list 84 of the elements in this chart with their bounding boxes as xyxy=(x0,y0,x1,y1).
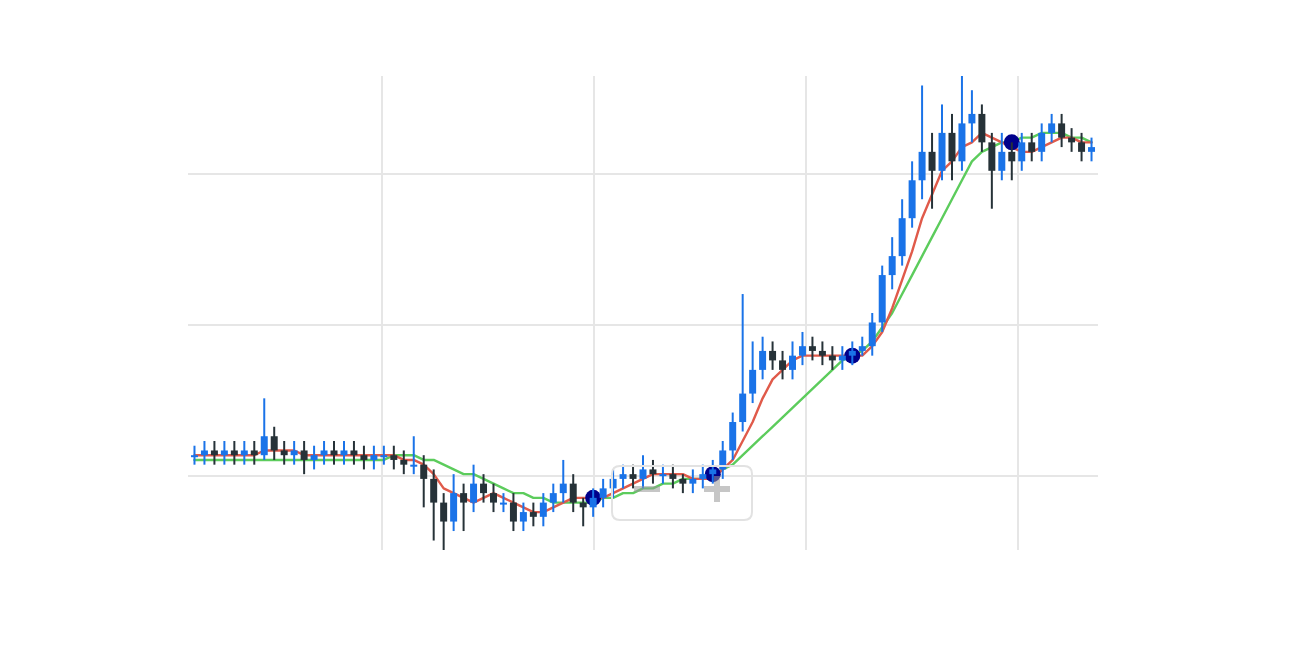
candlestick xyxy=(280,439,288,466)
candlestick xyxy=(699,463,707,490)
candlestick xyxy=(908,160,916,229)
candlestick xyxy=(759,335,767,381)
candlestick xyxy=(1088,136,1096,163)
candlestick xyxy=(460,482,468,533)
candlestick xyxy=(619,463,627,490)
candlestick xyxy=(210,439,218,466)
candlestick xyxy=(1078,131,1086,163)
candlestick xyxy=(509,492,517,533)
candlestick xyxy=(1058,112,1066,149)
candlestick xyxy=(480,473,488,504)
candlestick xyxy=(250,439,258,466)
candlestick xyxy=(769,340,777,371)
candlestick xyxy=(290,439,298,466)
candlestick xyxy=(888,236,896,291)
candlestick xyxy=(440,492,448,551)
candlestick xyxy=(350,439,358,466)
candlestick xyxy=(709,458,717,485)
candlestick xyxy=(808,335,816,362)
candlestick xyxy=(549,482,557,514)
candlestick xyxy=(360,444,368,471)
candlestick xyxy=(430,468,438,542)
candlestick xyxy=(798,330,806,367)
candlestick xyxy=(260,397,268,461)
candlestick xyxy=(1008,141,1016,182)
candlestick xyxy=(1048,112,1056,144)
candlestick xyxy=(868,312,876,357)
candlestick xyxy=(200,439,208,466)
candlestick xyxy=(629,463,637,490)
candlestick xyxy=(689,468,697,495)
candlestick xyxy=(470,463,478,514)
candlestick xyxy=(898,198,906,267)
candlestick xyxy=(569,473,577,514)
candlestick xyxy=(190,444,198,466)
candlestick xyxy=(539,492,547,528)
candlestick xyxy=(490,482,497,514)
candlestick xyxy=(958,75,966,172)
candlestick xyxy=(848,340,856,367)
candlestick xyxy=(450,473,458,533)
candlestick xyxy=(659,463,667,485)
candlestick xyxy=(519,501,527,533)
candlestick xyxy=(340,439,348,466)
candlestick xyxy=(918,84,926,201)
candlestick xyxy=(858,335,866,357)
candlestick xyxy=(589,487,597,518)
candlestick xyxy=(390,444,398,471)
candlestick xyxy=(749,340,757,405)
candlestick xyxy=(948,112,956,182)
candlestick xyxy=(529,501,537,528)
candlestick xyxy=(499,492,507,514)
candlestick xyxy=(330,439,338,466)
candlestick xyxy=(789,340,796,381)
candlestick xyxy=(649,458,657,485)
candlestick xyxy=(400,449,408,476)
candlestick xyxy=(988,131,996,210)
candlestick xyxy=(310,444,318,471)
candlestick xyxy=(230,439,238,466)
candlestick xyxy=(779,349,787,381)
candlestick xyxy=(878,264,886,333)
candlestick xyxy=(968,89,976,144)
candlestick xyxy=(679,473,687,495)
candlestick xyxy=(719,439,727,480)
candlestick xyxy=(978,103,986,153)
candlestick xyxy=(320,439,328,466)
candlestick xyxy=(270,425,278,461)
candlestick xyxy=(639,454,647,490)
candlestick xyxy=(420,454,428,509)
candlestick xyxy=(1018,131,1026,172)
candlestick xyxy=(729,411,737,461)
candlestick xyxy=(1028,131,1036,163)
candlestick xyxy=(928,131,936,210)
candlestick xyxy=(240,439,248,466)
candlestick xyxy=(220,439,228,466)
candlestick xyxy=(669,463,677,490)
candlestick xyxy=(410,435,418,476)
candlestick xyxy=(818,340,826,367)
candlestick xyxy=(1038,122,1046,163)
candlestick xyxy=(938,103,946,182)
candlestick xyxy=(599,477,607,509)
candlestick xyxy=(998,131,1006,182)
candlestick xyxy=(559,458,567,504)
candlestick xyxy=(300,439,308,476)
candlestick xyxy=(739,293,747,433)
